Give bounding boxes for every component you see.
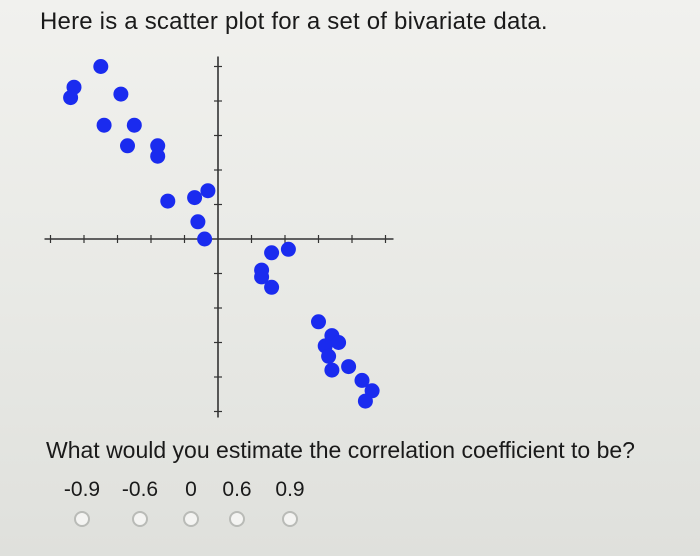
choice-label-2: -0.6	[121, 478, 159, 501]
choice-label-4: 0.6	[222, 478, 252, 501]
scatter-point	[197, 231, 213, 247]
radio-button-3[interactable]	[183, 511, 199, 527]
scatter-point	[63, 90, 79, 106]
scatter-point	[321, 348, 337, 364]
radio-button-2[interactable]	[132, 511, 148, 527]
question-text: What would you estimate the correlation …	[46, 437, 635, 463]
choice-option-5[interactable]: 0.9	[260, 478, 320, 527]
scatter-point	[354, 372, 370, 388]
prompt-text: Here is a scatter plot for a set of biva…	[40, 8, 548, 35]
radio-button-1[interactable]	[74, 511, 90, 527]
radio-button-4[interactable]	[229, 511, 245, 527]
scatter-point	[200, 183, 216, 199]
scatter-point	[96, 117, 112, 133]
radio-button-5[interactable]	[282, 511, 298, 527]
scatter-point	[324, 362, 340, 378]
answer-choices: -0.9 -0.6 0 0.6 0.9	[52, 478, 322, 538]
choice-option-1[interactable]: -0.9	[52, 478, 112, 527]
scatter-point	[126, 117, 142, 133]
choice-label-1: -0.9	[63, 478, 101, 501]
scatter-point	[150, 138, 166, 154]
scatter-point	[264, 279, 280, 295]
scatter-point	[113, 86, 129, 102]
choice-option-4[interactable]: 0.6	[207, 478, 267, 527]
scatter-point	[264, 245, 280, 261]
choice-option-2[interactable]: -0.6	[110, 478, 170, 527]
scatter-point	[190, 214, 206, 230]
plot-points	[63, 59, 380, 409]
scatter-point	[357, 393, 373, 409]
choice-option-3[interactable]: 0	[161, 478, 221, 527]
scatter-point	[280, 241, 296, 257]
scatter-point	[187, 190, 203, 206]
scatter-point	[150, 148, 166, 164]
scatter-point	[120, 138, 135, 154]
plot-axes	[44, 56, 394, 418]
scatter-point	[341, 359, 357, 375]
scatter-point	[331, 335, 347, 350]
scatter-point	[93, 59, 109, 74]
scatter-point	[311, 314, 326, 330]
choice-label-3: 0	[185, 478, 197, 501]
scatter-point	[160, 193, 176, 209]
scatter-point	[254, 269, 270, 285]
choice-label-5: 0.9	[275, 478, 305, 501]
